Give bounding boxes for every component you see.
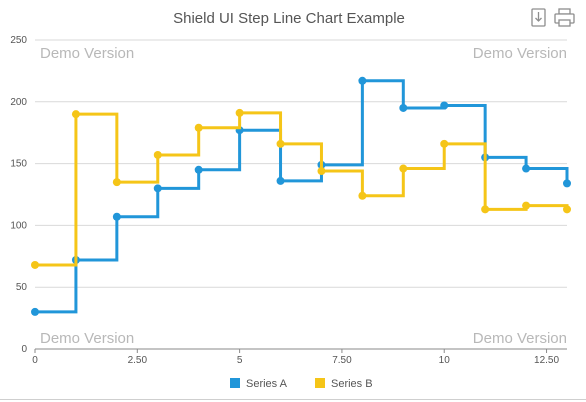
data-point[interactable] <box>522 164 531 173</box>
data-point[interactable] <box>31 307 39 316</box>
legend-swatch <box>230 378 240 388</box>
x-tick-label: 0 <box>32 355 38 366</box>
data-point[interactable] <box>112 178 121 187</box>
x-tick-label: 12.50 <box>534 355 559 366</box>
y-tick-label: 200 <box>10 97 27 108</box>
data-point[interactable] <box>112 212 121 221</box>
x-tick-label: 10 <box>439 355 451 366</box>
x-tick-label: 7.50 <box>332 355 352 366</box>
y-tick-label: 250 <box>10 35 27 46</box>
x-tick-label: 2.50 <box>128 355 148 366</box>
legend-label: Series B <box>331 378 373 390</box>
data-point[interactable] <box>276 139 285 148</box>
legend: Series A Series B <box>230 378 373 390</box>
data-point[interactable] <box>235 108 244 117</box>
export-button[interactable] <box>531 8 546 27</box>
legend-label: Series A <box>246 378 288 390</box>
print-button[interactable] <box>554 8 575 27</box>
data-point[interactable] <box>153 184 162 193</box>
chart-title: Shield UI Step Line Chart Example <box>173 10 405 27</box>
data-point[interactable] <box>276 176 285 185</box>
data-point[interactable] <box>194 123 203 132</box>
demo-watermark: Demo Version <box>473 45 567 62</box>
data-point[interactable] <box>358 191 367 200</box>
printer-icon <box>554 8 575 27</box>
legend-item[interactable]: Series B <box>315 378 373 390</box>
y-tick-label: 100 <box>10 220 27 231</box>
data-point[interactable] <box>317 167 326 176</box>
data-point[interactable] <box>153 150 162 159</box>
data-point[interactable] <box>358 76 367 85</box>
data-point[interactable] <box>440 139 449 148</box>
y-tick-label: 0 <box>21 344 27 355</box>
data-point[interactable] <box>31 260 39 269</box>
series-layer <box>31 76 571 316</box>
series-line <box>35 111 569 267</box>
series-line <box>35 79 569 314</box>
grid <box>35 39 567 350</box>
download-icon <box>531 8 546 27</box>
demo-watermark: Demo Version <box>40 45 134 62</box>
data-point[interactable] <box>399 164 408 173</box>
watermarks: Demo Version Demo Version Demo Version Demo… <box>40 45 567 347</box>
x-tick-label: 5 <box>237 355 243 366</box>
data-point[interactable] <box>563 205 571 214</box>
axes: 0 50 100 150 200 250 0 2.50 5 7.50 10 12.50 <box>10 35 559 366</box>
y-tick-label: 150 <box>10 159 27 170</box>
y-tick-label: 50 <box>16 282 28 293</box>
data-point[interactable] <box>194 165 203 174</box>
legend-swatch <box>315 378 325 388</box>
data-point[interactable] <box>440 101 449 110</box>
legend-item[interactable]: Series A <box>230 378 288 390</box>
data-point[interactable] <box>522 201 531 210</box>
demo-watermark: Demo Version <box>473 330 567 347</box>
data-point[interactable] <box>563 179 571 188</box>
data-point[interactable] <box>71 110 80 119</box>
data-point[interactable] <box>481 205 490 214</box>
data-point[interactable] <box>399 103 408 112</box>
demo-watermark: Demo Version <box>40 330 134 347</box>
